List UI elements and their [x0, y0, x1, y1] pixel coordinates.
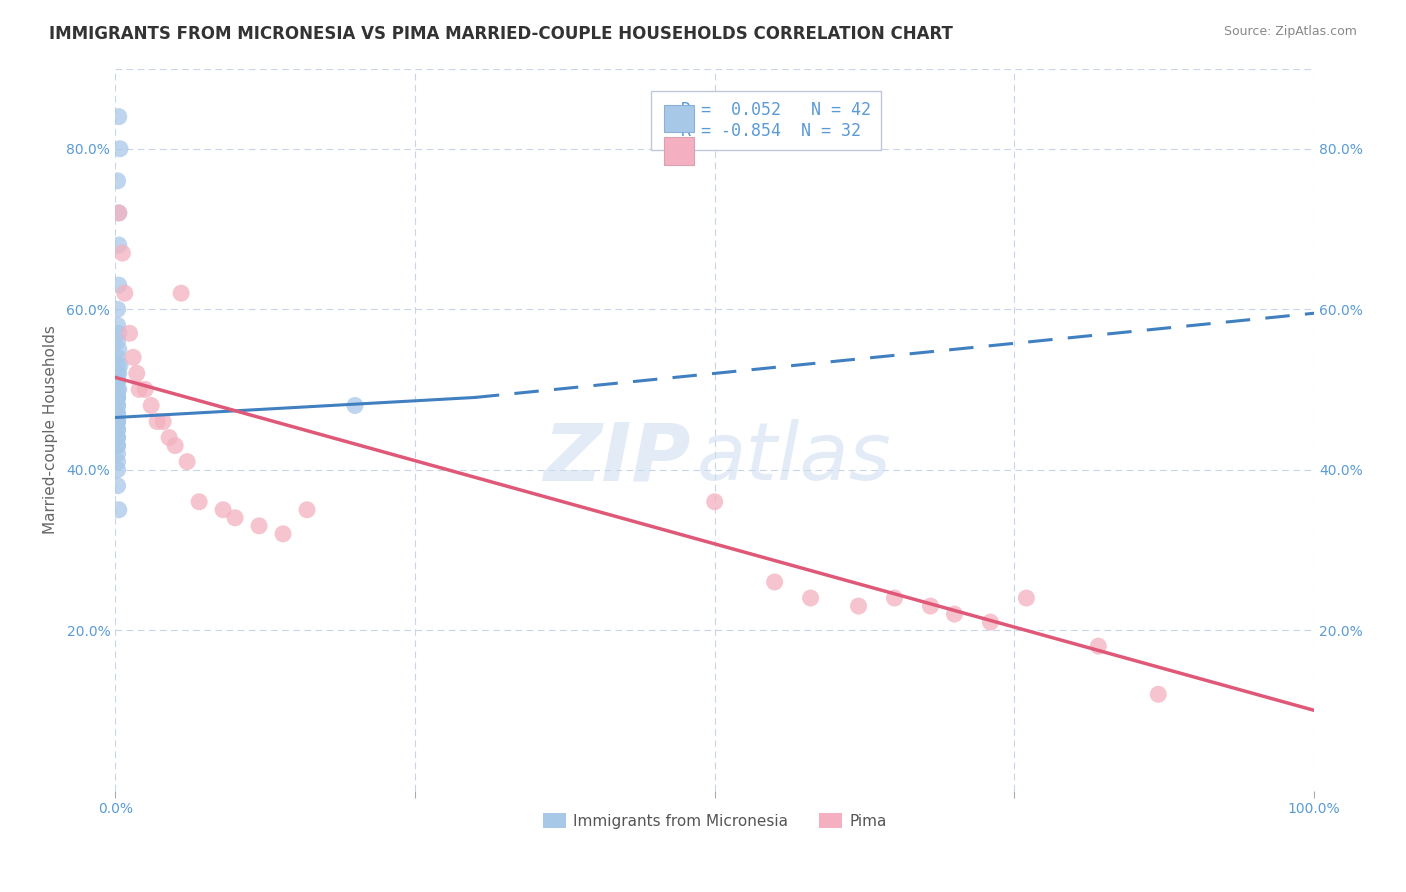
- Y-axis label: Married-couple Households: Married-couple Households: [44, 325, 58, 534]
- Point: [107, 206, 129, 220]
- Point: [107, 302, 129, 317]
- FancyBboxPatch shape: [664, 137, 695, 164]
- Point: [107, 503, 129, 517]
- Text: R =  0.052   N = 42
  R = -0.854  N = 32: R = 0.052 N = 42 R = -0.854 N = 32: [661, 101, 870, 140]
- Point: [107, 415, 129, 429]
- Point: [883, 591, 905, 605]
- Point: [107, 174, 129, 188]
- Point: [1147, 687, 1170, 701]
- Point: [107, 367, 129, 381]
- Point: [247, 518, 270, 533]
- Point: [107, 326, 129, 341]
- Point: [943, 607, 966, 621]
- Point: [271, 526, 294, 541]
- Point: [212, 503, 235, 517]
- Point: [107, 110, 129, 124]
- Point: [107, 447, 129, 461]
- Point: [107, 415, 129, 429]
- Point: [1015, 591, 1038, 605]
- Point: [107, 351, 129, 365]
- Point: [107, 238, 129, 252]
- Text: Source: ZipAtlas.com: Source: ZipAtlas.com: [1223, 25, 1357, 38]
- Point: [224, 510, 246, 524]
- Point: [111, 246, 134, 260]
- Text: IMMIGRANTS FROM MICRONESIA VS PIMA MARRIED-COUPLE HOUSEHOLDS CORRELATION CHART: IMMIGRANTS FROM MICRONESIA VS PIMA MARRI…: [49, 25, 953, 43]
- Point: [703, 495, 725, 509]
- FancyBboxPatch shape: [664, 104, 695, 132]
- Point: [107, 206, 129, 220]
- Point: [157, 431, 180, 445]
- Point: [107, 359, 129, 373]
- Point: [107, 399, 129, 413]
- Point: [107, 431, 129, 445]
- Point: [107, 431, 129, 445]
- Point: [170, 286, 193, 301]
- Point: [848, 599, 870, 613]
- Point: [107, 423, 129, 437]
- Point: [295, 503, 318, 517]
- Point: [763, 574, 786, 589]
- Point: [107, 375, 129, 389]
- Point: [107, 391, 129, 405]
- Point: [107, 375, 129, 389]
- Point: [141, 399, 163, 413]
- Point: [108, 142, 131, 156]
- Point: [107, 407, 129, 421]
- Point: [165, 439, 187, 453]
- Point: [107, 439, 129, 453]
- Point: [107, 343, 129, 357]
- Point: [107, 415, 129, 429]
- Point: [128, 383, 150, 397]
- Point: [122, 351, 145, 365]
- Point: [107, 391, 129, 405]
- Point: [107, 423, 129, 437]
- Point: [107, 463, 129, 477]
- Point: [114, 286, 136, 301]
- Point: [108, 359, 131, 373]
- Point: [107, 407, 129, 421]
- Point: [118, 326, 141, 341]
- Point: [125, 367, 148, 381]
- Legend: Immigrants from Micronesia, Pima: Immigrants from Micronesia, Pima: [537, 807, 893, 835]
- Point: [107, 278, 129, 293]
- Text: atlas: atlas: [697, 419, 891, 498]
- Point: [920, 599, 942, 613]
- Point: [343, 399, 366, 413]
- Point: [176, 455, 198, 469]
- Point: [134, 383, 156, 397]
- Point: [800, 591, 823, 605]
- Point: [188, 495, 211, 509]
- Point: [107, 391, 129, 405]
- Point: [152, 415, 174, 429]
- Point: [107, 399, 129, 413]
- Point: [107, 367, 129, 381]
- Point: [107, 318, 129, 333]
- Point: [107, 479, 129, 493]
- Point: [979, 615, 1001, 629]
- Point: [107, 383, 129, 397]
- Point: [107, 383, 129, 397]
- Point: [1087, 639, 1109, 653]
- Point: [146, 415, 169, 429]
- Text: ZIP: ZIP: [543, 419, 690, 498]
- Point: [107, 334, 129, 349]
- Point: [107, 455, 129, 469]
- Point: [107, 439, 129, 453]
